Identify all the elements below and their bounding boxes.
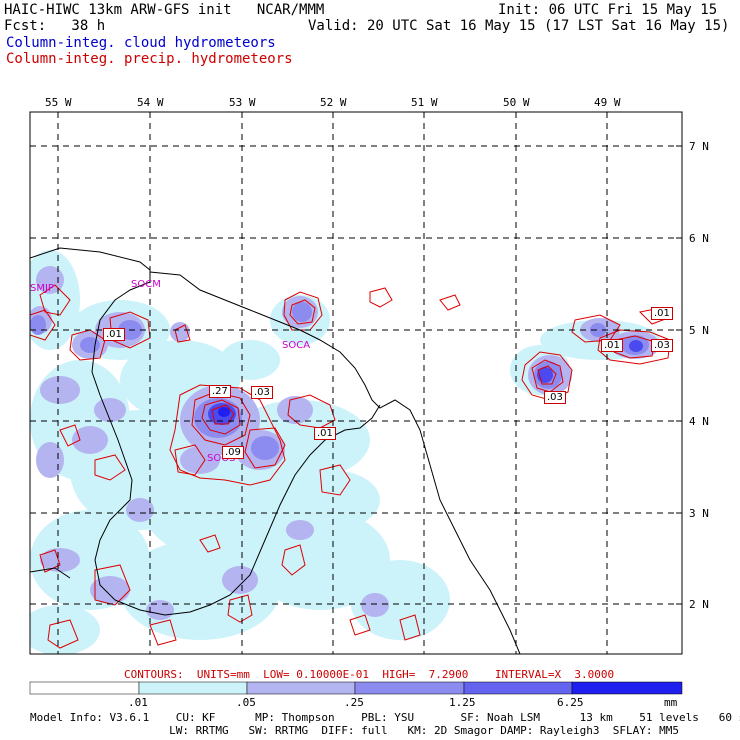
model-info-line2: LW: RRTMG SW: RRTMG DIFF: full KM: 2D Sm… <box>30 724 680 737</box>
latlon-grid <box>30 112 682 654</box>
forecast-hour: Fcst: 38 h <box>4 18 106 34</box>
contour-label: .03 <box>544 391 566 404</box>
lon-label: 51 W <box>411 96 438 109</box>
station-label: SOCM <box>131 279 161 290</box>
field-precip-label: Column-integ. precip. hydrometeors <box>6 51 293 67</box>
contour-label: .09 <box>222 446 244 459</box>
frame-ticks <box>57 112 682 605</box>
init-time: Init: 06 UTC Fri 15 May 15 <box>498 2 718 18</box>
lon-label: 50 W <box>503 96 530 109</box>
lat-label: 6 N <box>689 232 709 245</box>
legend-tick: .01 <box>128 696 148 709</box>
contour-label: .01 <box>601 339 623 352</box>
contour-label: .01 <box>314 427 336 440</box>
lon-label: 52 W <box>320 96 347 109</box>
lat-label: 7 N <box>689 140 709 153</box>
lon-label: 54 W <box>137 96 164 109</box>
valid-time: Valid: 20 UTC Sat 16 May 15 (17 LST Sat … <box>308 18 730 34</box>
contours-info: CONTOURS: UNITS=mm LOW= 0.10000E-01 HIGH… <box>124 668 615 681</box>
lat-label: 5 N <box>689 324 709 337</box>
cloud-shading-light <box>30 250 660 654</box>
station-label: SOCA <box>282 340 311 351</box>
coastline <box>30 247 521 654</box>
map-frame <box>29 111 683 655</box>
legend-unit: mm <box>664 696 678 709</box>
lat-label: 2 N <box>689 598 709 611</box>
lon-label: 55 W <box>45 96 72 109</box>
lon-label: 49 W <box>594 96 621 109</box>
station-label: SOOS <box>207 453 235 464</box>
contour-label: .01 <box>103 328 125 341</box>
legend-tick: 1.25 <box>449 696 476 709</box>
field-cloud-label: Column-integ. cloud hydrometeors <box>6 35 276 51</box>
contour-label: .03 <box>651 339 673 352</box>
lat-label: 4 N <box>689 415 709 428</box>
contour-label: .01 <box>651 307 673 320</box>
lon-label: 53 W <box>229 96 256 109</box>
contour-label: .27 <box>209 385 231 398</box>
model-info-line1: Model Info: V3.6.1 CU: KF MP: Thompson P… <box>30 711 740 724</box>
legend-tick: .25 <box>344 696 364 709</box>
model-title: HAIC-HIWC 13km ARW-GFS init NCAR/MMM <box>4 2 325 18</box>
lat-label: 3 N <box>689 507 709 520</box>
contour-label: .03 <box>251 386 273 399</box>
station-label: SMJP <box>30 283 54 294</box>
legend-tick: 6.25 <box>557 696 584 709</box>
legend-tick: .05 <box>236 696 256 709</box>
color-legend-bar <box>29 681 683 695</box>
